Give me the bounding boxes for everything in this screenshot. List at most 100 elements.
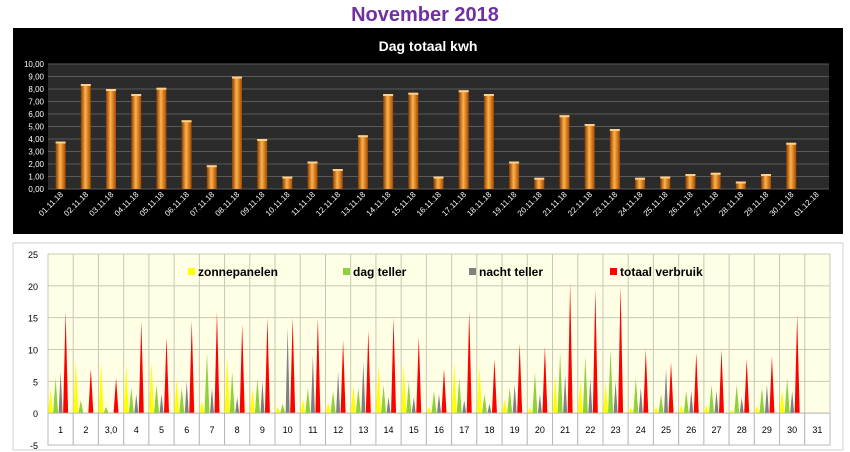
spike-totaal-verbruik: [88, 368, 94, 414]
bar: [408, 92, 419, 189]
x-tick-label: 2: [83, 425, 88, 435]
spike-nacht-teller: [235, 397, 240, 414]
x-category-cell: [526, 412, 554, 446]
spike-dag-teller: [708, 384, 714, 414]
spike-zonnepanelen: [249, 387, 255, 414]
spike-nacht-teller: [689, 390, 694, 414]
spike-totaal-verbruik: [618, 285, 624, 414]
y-tick-label: -5: [30, 441, 38, 451]
spike-dag-teller: [481, 394, 487, 414]
x-category-cell: [476, 412, 503, 446]
x-tick-label: 16: [434, 425, 444, 435]
spike-nacht-teller: [462, 400, 467, 414]
spike-nacht-teller: [310, 355, 315, 414]
x-tick-label: 19: [510, 425, 520, 435]
spike-nacht-teller: [563, 374, 568, 414]
spike-totaal-verbruik: [138, 320, 144, 414]
spike-dag-teller: [229, 371, 235, 414]
x-tick-label: 25: [661, 425, 671, 435]
x-tick-label: 12: [333, 425, 343, 435]
spike-totaal-verbruik: [567, 282, 573, 414]
bar-top-highlight: [483, 94, 494, 96]
bar-top-highlight: [206, 165, 217, 168]
spike-nacht-teller: [764, 384, 769, 414]
bar: [181, 120, 192, 189]
spike-zonnepanelen: [350, 385, 356, 414]
y-axis-tick-labels: -5 0 5 10 15 20 25: [28, 250, 38, 451]
spike-totaal-verbruik: [491, 359, 497, 414]
spike-nacht-teller: [209, 387, 214, 414]
x-tick-label: 18: [484, 425, 494, 435]
spike-totaal-verbruik: [769, 355, 775, 414]
x-category-cell: [173, 412, 200, 446]
bar-top-highlight: [307, 161, 318, 164]
legend-swatch: [343, 268, 350, 275]
bar: [761, 174, 772, 189]
bar: [483, 94, 494, 189]
bar: [357, 135, 368, 189]
y-tick-label: 8,00: [28, 85, 44, 94]
spike-nacht-teller: [134, 394, 139, 414]
bar-top-highlight: [458, 90, 469, 93]
bar-top-highlight: [534, 177, 545, 180]
y-tick-label: 10,00: [24, 60, 45, 69]
bar: [332, 169, 343, 189]
bar: [206, 165, 217, 189]
x-tick-label: 20: [535, 425, 545, 435]
x-tick-label: 28: [737, 425, 747, 435]
spike-dag-teller: [608, 349, 614, 414]
spike-dag-teller: [355, 387, 361, 414]
spike-totaal-verbruik: [164, 336, 170, 414]
spike-nacht-teller: [739, 397, 744, 414]
bar-top-highlight: [685, 174, 696, 176]
bar: [609, 129, 620, 189]
x-category-cell: [678, 412, 705, 446]
spike-totaal-verbruik: [441, 368, 447, 414]
x-category-cell: [779, 412, 806, 446]
bar: [307, 161, 318, 189]
spike-zonnepanelen: [451, 362, 457, 414]
spike-totaal-verbruik: [542, 346, 548, 414]
x-category-cell: [552, 412, 579, 446]
x-category-cell: [148, 412, 175, 446]
y-tick-label: 10: [28, 346, 38, 356]
spike-zonnepanelen: [174, 378, 180, 414]
y-tick-label: 7,00: [28, 98, 44, 107]
spike-totaal-verbruik: [794, 314, 800, 414]
bar: [282, 176, 293, 189]
spike-dag-teller: [305, 387, 311, 414]
spike-zonnepanelen: [527, 407, 533, 414]
bar-top-highlight: [181, 120, 192, 123]
bar: [257, 139, 268, 189]
spike-zonnepanelen: [149, 361, 155, 414]
spike-dag-teller: [734, 384, 740, 414]
spike-nacht-teller: [790, 390, 795, 414]
spike-zonnepanelen: [678, 405, 684, 414]
x-tick-label: 27: [711, 425, 721, 435]
x-category-cell: [274, 412, 301, 446]
x-category-cell: [501, 412, 528, 446]
spike-zonnepanelen: [401, 364, 407, 414]
bar: [433, 176, 444, 189]
spike-dag-teller: [507, 387, 513, 414]
bar-top-highlight: [559, 115, 570, 118]
spike-totaal-verbruik: [466, 311, 472, 414]
legend-swatch: [469, 268, 476, 275]
page-title: November 2018: [351, 4, 499, 26]
spike-zonnepanelen: [376, 364, 382, 414]
bar: [635, 177, 646, 189]
bar: [383, 94, 394, 189]
bar-top-highlight: [509, 161, 520, 164]
bar: [534, 177, 545, 189]
x-tick-label: 5: [159, 425, 164, 435]
spike-nacht-teller: [588, 378, 593, 414]
y-tick-label: 1,00: [28, 173, 44, 182]
spike-nacht-teller: [638, 387, 643, 414]
bar-top-highlight: [735, 181, 746, 184]
y-tick-label: 0,00: [28, 185, 44, 194]
bar: [735, 181, 746, 189]
spike-zonnepanelen: [476, 364, 482, 414]
spike-totaal-verbruik: [668, 362, 674, 414]
y-tick-label: 4,00: [28, 135, 44, 144]
spike-totaal-verbruik: [693, 352, 699, 414]
